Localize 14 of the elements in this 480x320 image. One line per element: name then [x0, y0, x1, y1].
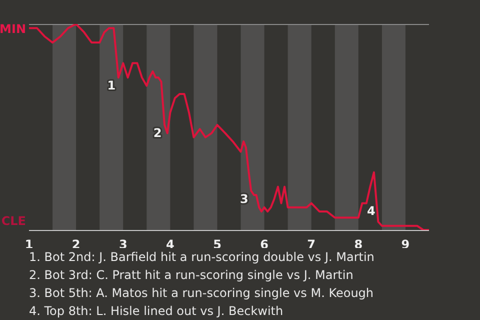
text: MIN [0, 22, 26, 36]
x-tick-label: 4 [166, 237, 174, 252]
annotation: 2 [153, 126, 162, 140]
text: 2. Bot 3rd: C. Pratt hit a run-scoring single vs J. Martin [29, 267, 354, 284]
x-tick-label: 1 [24, 237, 34, 252]
text: 3. Bot 5th: A. Matos hit a run-scoring single vs M. Keough [29, 285, 375, 302]
x-tick-label: 2 [72, 237, 80, 252]
text: 1. Bot 2nd: J. Barfield hit a run-scoring double vs J. Martin [29, 250, 374, 264]
text: 4. Top 8th: L. Hisle lined out vs J. Beckwith [29, 303, 284, 320]
x-tick-label: 7 [307, 237, 316, 252]
annotation: 3 [240, 192, 248, 206]
annotation: 1 [107, 78, 116, 93]
annotation: 4 [366, 204, 376, 218]
text: CLE [1, 214, 26, 228]
